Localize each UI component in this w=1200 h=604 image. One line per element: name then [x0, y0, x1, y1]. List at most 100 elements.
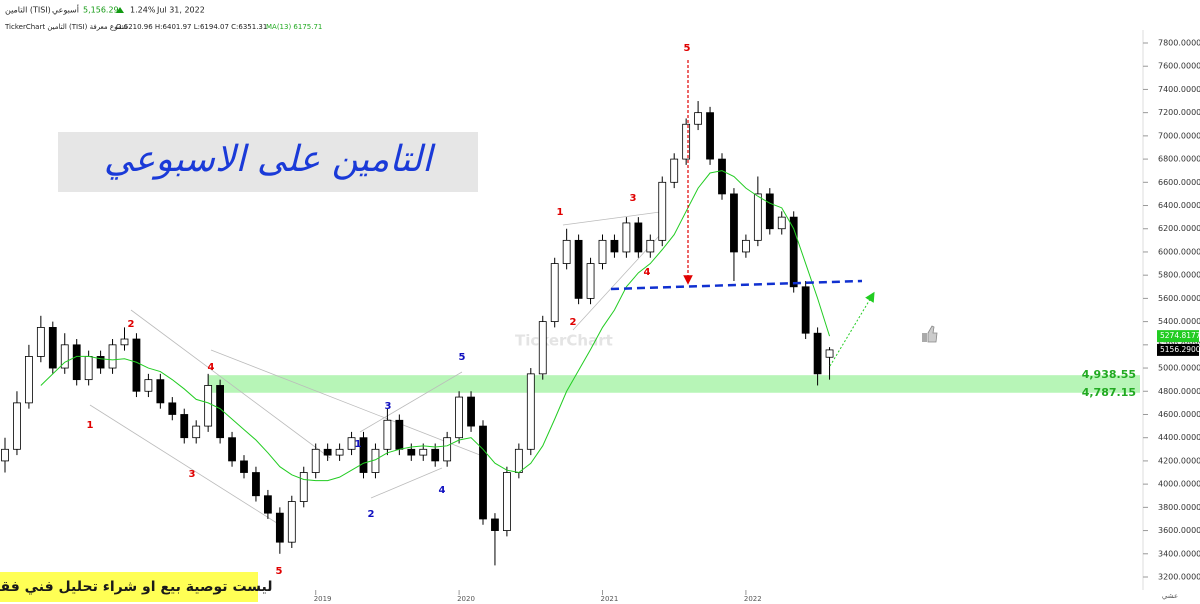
candle-body: [502, 472, 511, 531]
date: Jul 31, 2022: [156, 6, 205, 15]
ma-label: MA(13) 6175.71: [266, 23, 322, 31]
wave-label: 3: [385, 401, 392, 412]
price-marker-label: 5156.2900: [1160, 345, 1200, 354]
wave-label: 3: [189, 469, 196, 480]
y-tick-label: 4200.0000: [1158, 456, 1200, 465]
y-tick-label: 3800.0000: [1158, 503, 1200, 512]
y-tick-label: 5400.0000: [1158, 317, 1200, 326]
ohlc: O:6210.96 H:6401.97 L:6194.07 C:6351.31: [116, 23, 267, 31]
y-tick-label: 3600.0000: [1158, 526, 1200, 535]
candle-body: [395, 419, 404, 450]
price-marker: [1157, 343, 1199, 356]
neckline: [610, 279, 863, 291]
candle-body: [252, 472, 260, 497]
projection-arrow: [829, 291, 875, 367]
wave-label: 1: [355, 439, 362, 450]
wave-label: 5: [276, 566, 283, 577]
candle-body: [192, 425, 201, 439]
candle-body: [491, 518, 499, 531]
wave-label: 1: [87, 420, 94, 431]
candle-body: [287, 501, 296, 543]
candle-body: [132, 338, 141, 392]
candle-body: [610, 239, 619, 253]
candle-body: [646, 239, 655, 253]
y-tick-label: 7400.0000: [1158, 85, 1200, 94]
candle-body: [299, 472, 308, 502]
candle-body: [311, 448, 320, 473]
channel-line: [562, 211, 661, 226]
y-tick-label: 4800.0000: [1158, 387, 1200, 396]
y-tick-label: 4400.0000: [1158, 433, 1200, 442]
y-tick-label: 3200.0000: [1158, 573, 1200, 582]
corner-text: عشي: [1162, 592, 1178, 600]
y-tick-label: 7000.0000: [1158, 131, 1200, 140]
x-tick-label: 2021: [601, 595, 619, 603]
candle-body: [526, 373, 535, 450]
candle-body: [263, 495, 272, 514]
symbol: التامين (TISI): [5, 6, 51, 15]
price-marker: [1157, 330, 1199, 343]
candle-body: [550, 263, 559, 323]
candle-body: [168, 402, 177, 415]
x-tick-label: 2020: [457, 595, 475, 603]
candle-body: [275, 512, 284, 543]
wave-label: 2: [128, 319, 135, 330]
candle-body: [204, 385, 213, 427]
y-tick-label: 6200.0000: [1158, 224, 1200, 233]
candle-body: [443, 437, 452, 462]
y-tick-label: 6400.0000: [1158, 201, 1200, 210]
candle-body: [96, 356, 105, 369]
channel-line: [359, 371, 463, 433]
candle-body: [48, 327, 57, 369]
candle-body: [622, 222, 631, 253]
candle-body: [670, 158, 679, 183]
y-tick-label: 7800.0000: [1158, 39, 1200, 48]
wave-label: 5: [459, 352, 466, 363]
candle-body: [658, 181, 667, 241]
channel-line: [130, 309, 331, 459]
level-label: 4,938.55: [1082, 368, 1136, 381]
candle-body: [60, 344, 69, 369]
title: التامين على الاسبوعي: [104, 139, 436, 180]
candle-body: [419, 448, 428, 456]
wave-label: 4: [644, 267, 651, 278]
candle-body: [240, 460, 248, 473]
price-marker-label: 5274.8177: [1160, 331, 1200, 340]
price: 5,156.29: [83, 6, 119, 15]
period: أسبوعي: [52, 5, 79, 15]
candle-body: [13, 402, 21, 450]
candle-body: [84, 356, 93, 381]
candle-body: [598, 239, 607, 264]
candle-body: [813, 332, 822, 375]
candle-body: [753, 193, 762, 241]
candle-body: [156, 379, 165, 404]
candle-body: [479, 425, 487, 520]
candle-body: [789, 216, 798, 288]
y-tick-label: 5600.0000: [1158, 294, 1200, 303]
x-tick-label: 2022: [744, 595, 762, 603]
y-tick-label: 6600.0000: [1158, 178, 1200, 187]
disclaimer: ليست توصية بيع او شراء تحليل فني فقط: [0, 579, 272, 595]
candle-body: [120, 338, 129, 346]
y-tick-label: 4600.0000: [1158, 410, 1200, 419]
candle-body: [359, 437, 368, 473]
candle-body: [706, 112, 714, 160]
x-tick-label: 2019: [314, 595, 332, 603]
level-label: 4,787.15: [1082, 386, 1136, 399]
wave-lines: [89, 211, 661, 526]
candle-body: [586, 263, 595, 299]
candle-body: [562, 239, 571, 264]
title-box: [58, 132, 478, 192]
candle-body: [574, 239, 583, 299]
wave-label: 2: [570, 317, 577, 328]
up-icon: [116, 7, 124, 13]
channel-line: [210, 349, 481, 456]
candle-body: [538, 321, 547, 375]
candle-body: [765, 193, 774, 230]
watermark: TickerChart: [515, 332, 613, 350]
candle-body: [24, 356, 33, 404]
candle-body: [694, 112, 702, 125]
levels: 4,938.55 4,787.15: [208, 368, 1140, 399]
wave-label: 5: [684, 43, 691, 54]
change: 1.24%: [130, 6, 156, 15]
